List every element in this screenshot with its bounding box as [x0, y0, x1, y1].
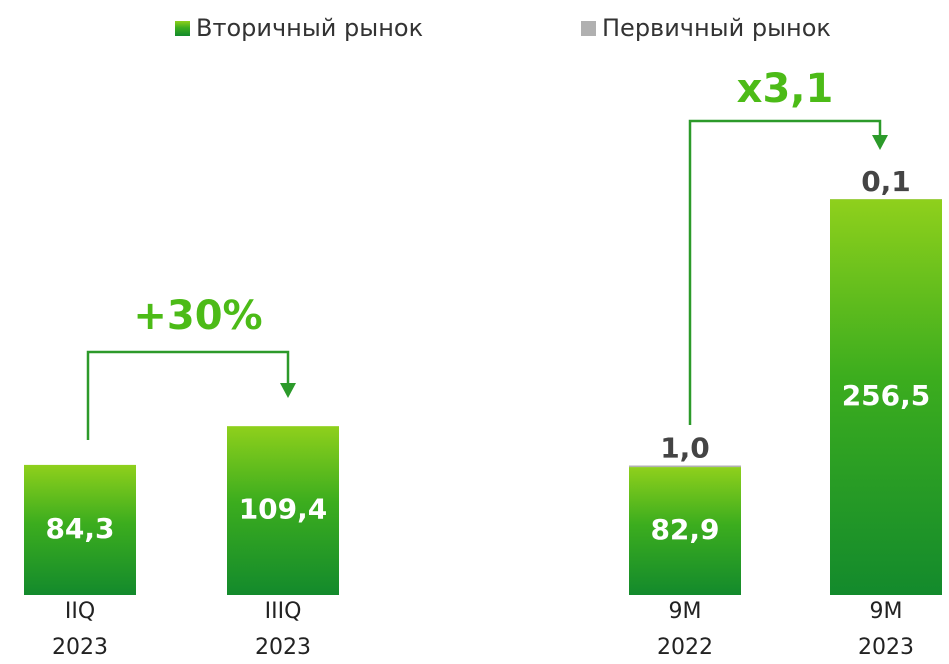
bar	[227, 426, 339, 595]
x-tick-label: IIIQ	[265, 599, 302, 624]
bracket-line	[688, 119, 882, 425]
x-tick-label: 2023	[52, 635, 108, 660]
value-label: 256,5	[842, 379, 931, 412]
bar	[24, 464, 136, 595]
x-tick-label: 2023	[255, 635, 311, 660]
bar	[629, 467, 741, 595]
value-label: 84,3	[45, 512, 114, 545]
x-tick-label: 2022	[657, 635, 713, 660]
x-tick-label: 9M	[669, 599, 702, 624]
legend-label: Первичный рынок	[602, 14, 831, 42]
value-label: 0,1	[861, 165, 911, 198]
annotation: x3,1	[737, 66, 834, 112]
bracket	[86, 119, 882, 440]
arrow	[280, 383, 296, 398]
legend-swatch	[581, 21, 596, 36]
legend-label: Вторичный рынок	[196, 14, 423, 42]
x-tick-label: 9M	[870, 599, 903, 624]
x-tick-label: IIQ	[65, 599, 95, 624]
bracket-line	[86, 350, 290, 440]
annotation: +30%	[133, 293, 262, 339]
value-label: 1,0	[660, 432, 710, 465]
bar	[629, 465, 741, 468]
value-label: 82,9	[650, 513, 719, 546]
value-label: 109,4	[239, 493, 328, 526]
x-tick-label: 2023	[858, 635, 914, 660]
legend-swatch	[175, 21, 190, 36]
bar	[830, 199, 942, 595]
arrow	[872, 135, 888, 150]
